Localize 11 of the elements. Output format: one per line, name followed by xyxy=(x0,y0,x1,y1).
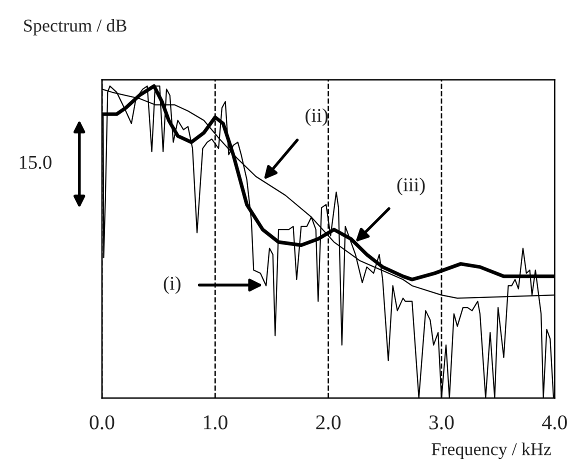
x-tick-label: 0.0 xyxy=(90,415,114,430)
x-tick-label: 3.0 xyxy=(429,415,454,430)
annotation: (i) xyxy=(164,276,180,294)
annotation: (ii) xyxy=(306,108,328,126)
x-tick-label: 1.0 xyxy=(204,415,228,430)
y-axis-title: Spectrum / dB xyxy=(24,19,126,36)
annotation: (iii) xyxy=(397,178,425,196)
x-tick-label: 4.0 xyxy=(542,415,567,430)
x-tick-label: 2.0 xyxy=(316,415,341,430)
x-axis-title: Frequency / kHz xyxy=(432,442,551,460)
text: 15.0 xyxy=(20,156,52,169)
